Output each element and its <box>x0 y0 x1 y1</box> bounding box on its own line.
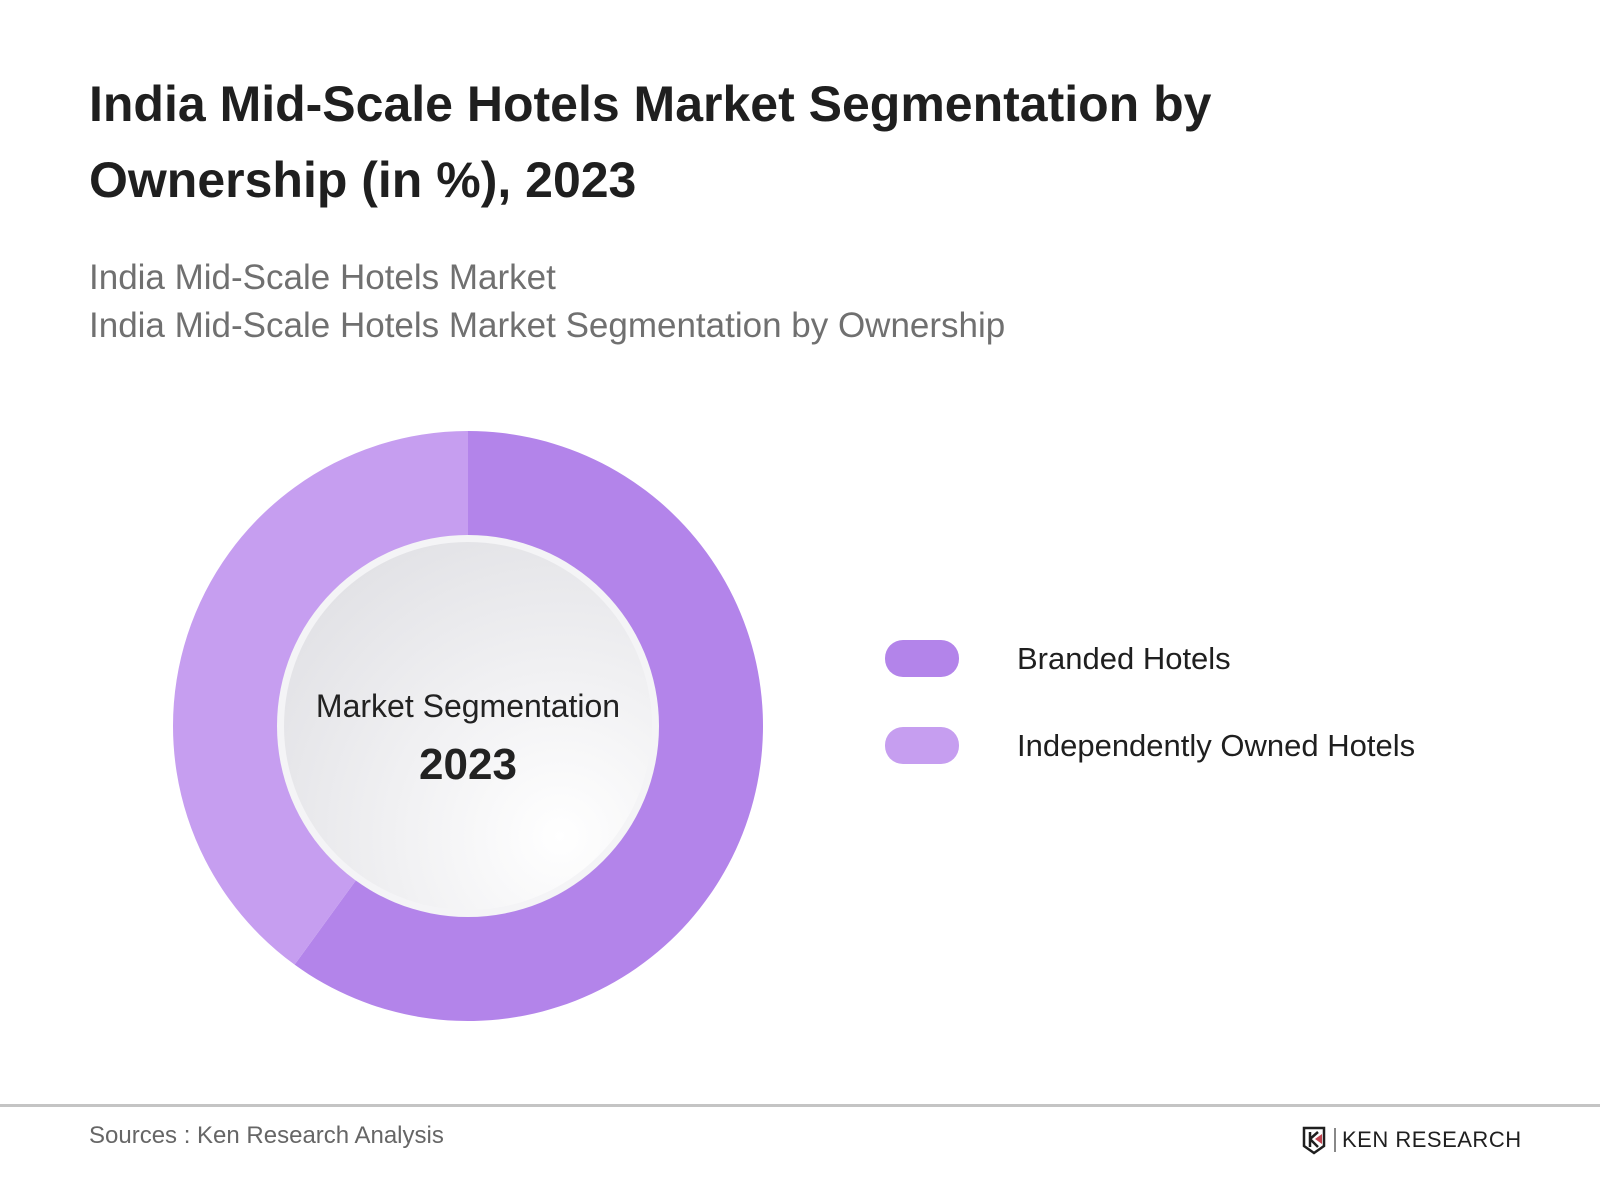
logo-text: KEN RESEARCH <box>1342 1127 1522 1152</box>
center-year: 2023 <box>419 740 517 789</box>
legend-label-independent: Independently Owned Hotels <box>1017 727 1416 763</box>
center-disc <box>284 542 652 910</box>
chart-title: India Mid-Scale Hotels Market Segmentati… <box>89 76 1212 208</box>
donut-slice-independent <box>172 431 469 965</box>
subtitle-market: India Mid-Scale Hotels Market <box>89 258 556 297</box>
source-note: Sources : Ken Research Analysis <box>89 1122 444 1149</box>
center-label: Market Segmentation <box>315 688 621 724</box>
subtitle-segmentation: India Mid-Scale Hotels Market Segmentati… <box>89 306 1006 345</box>
legend-swatch-independent <box>885 727 959 764</box>
ken-research-logo: KEN RESEARCH <box>1300 1125 1522 1155</box>
legend-item-branded: Branded Hotels <box>885 640 1231 677</box>
legend-label-branded: Branded Hotels <box>1017 640 1231 676</box>
ken-research-logo-icon <box>1302 1126 1326 1155</box>
footer-divider <box>0 1104 1600 1107</box>
donut-chart <box>172 431 763 1021</box>
legend-swatch-branded <box>885 640 959 677</box>
donut-slice-branded <box>294 431 763 1021</box>
legend-item-independent: Independently Owned Hotels <box>885 727 1415 764</box>
